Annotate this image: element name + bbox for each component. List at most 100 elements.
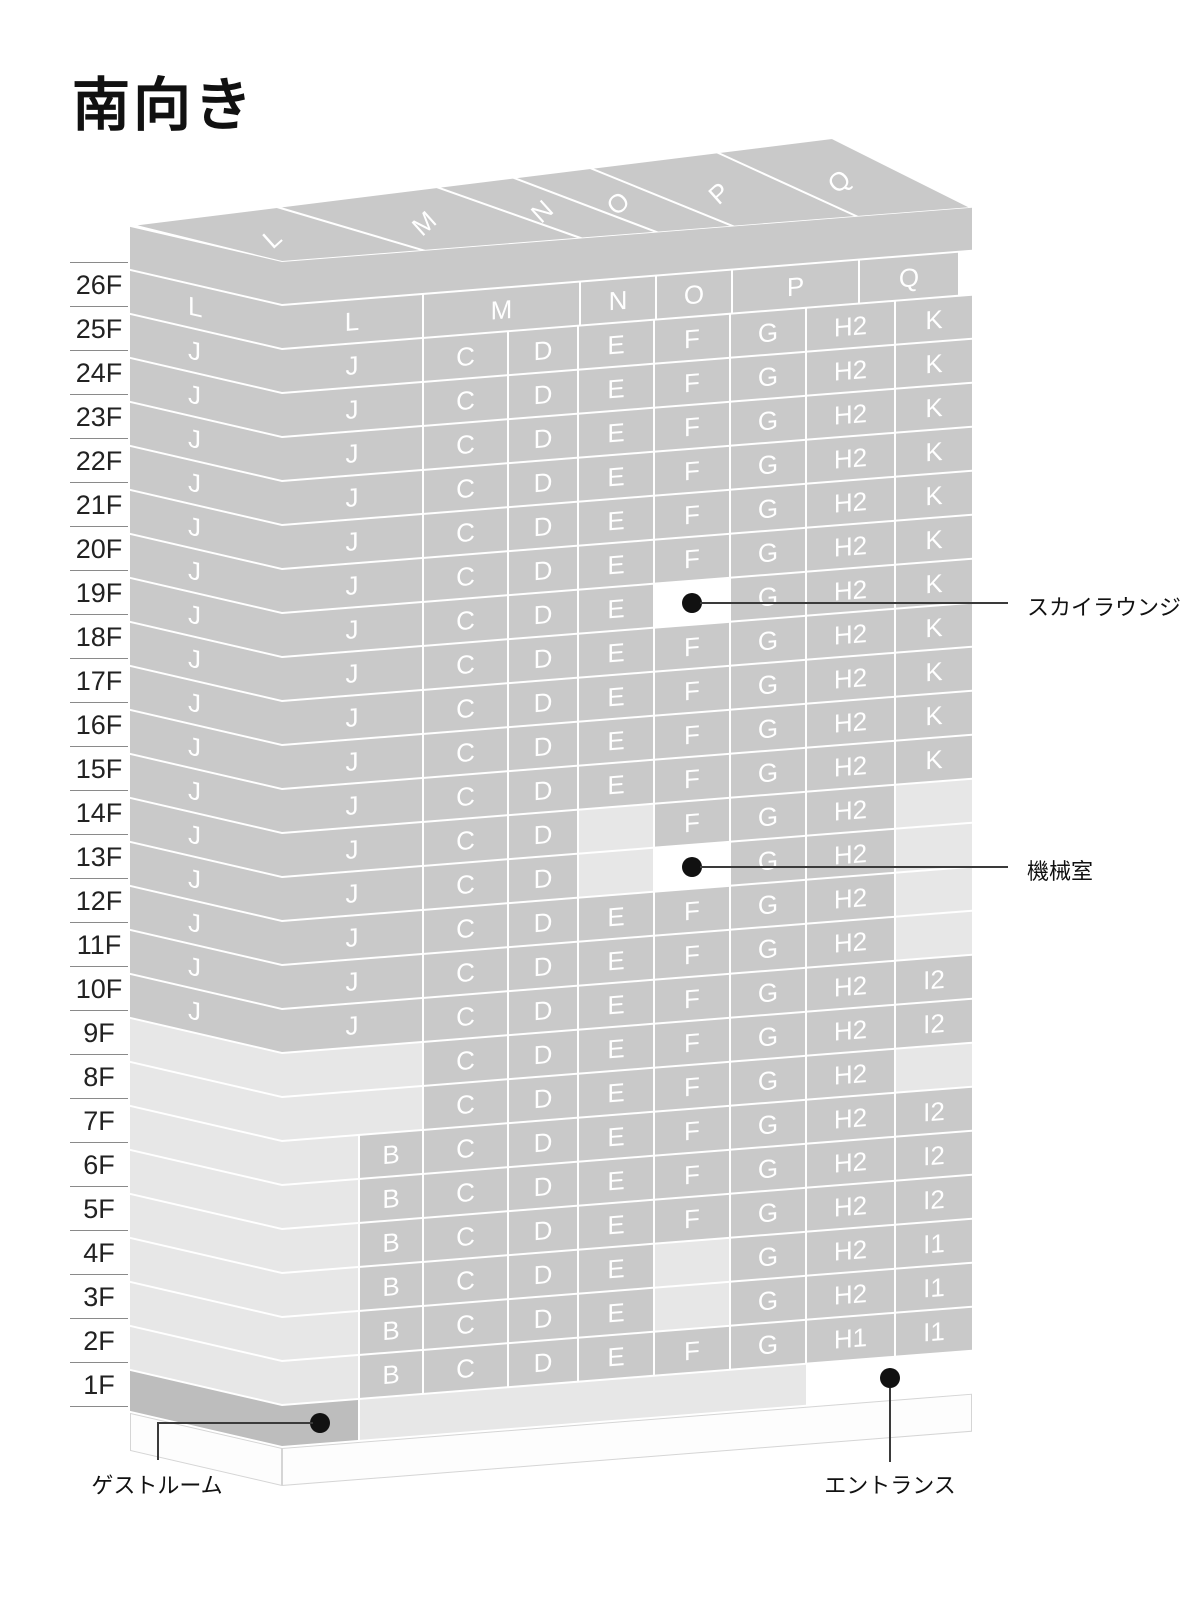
unit-cell-d: D (509, 590, 577, 639)
unit-cell-f: F (655, 402, 729, 451)
unit-cell-h1: H1 (807, 1313, 894, 1363)
unit-cell-g: G (731, 792, 805, 841)
unit-cell-c: C (424, 464, 507, 513)
unit-cell-p: P (733, 260, 858, 313)
unit-cell-g: G (731, 440, 805, 489)
unit-cell-i1: I1 (896, 1219, 972, 1268)
unit-cell-d: D (509, 1162, 577, 1211)
ruler-line (70, 438, 128, 439)
blank-cell (579, 848, 653, 897)
ruler-line (70, 350, 128, 351)
blank-cell (282, 1268, 358, 1316)
unit-cell-c: C (424, 860, 507, 909)
unit-cell-k: K (896, 735, 972, 784)
unit-cell-h2: H2 (807, 433, 894, 483)
unit-cell-f: F (655, 710, 729, 759)
unit-cell-c: C (424, 640, 507, 689)
unit-cell-g: G (731, 1100, 805, 1149)
unit-cell-g: G (731, 1188, 805, 1237)
unit-cell-g: G (731, 1276, 805, 1325)
roof-label-n: N (525, 194, 559, 229)
unit-cell-i2: I2 (896, 955, 972, 1004)
unit-cell-k: K (896, 559, 972, 608)
unit-cell-e: E (579, 1200, 653, 1249)
blank-cell (282, 1224, 358, 1272)
guest-room-dot (310, 1413, 330, 1433)
unit-cell-h2: H2 (807, 785, 894, 835)
unit-cell-e: E (579, 1068, 653, 1117)
floor-label-12f: 12F (75, 886, 123, 916)
unit-cell-e: E (579, 628, 653, 677)
unit-cell-h2: H2 (807, 1005, 894, 1055)
unit-cell-g: G (731, 924, 805, 973)
ruler-line (70, 570, 128, 571)
ruler-line (70, 878, 128, 879)
unit-cell-b: B (360, 1130, 422, 1178)
unit-cell-h2: H2 (807, 1269, 894, 1319)
unit-cell-h2: H2 (807, 1137, 894, 1187)
unit-cell-k: K (896, 647, 972, 696)
unit-cell-g: G (731, 616, 805, 665)
unit-cell-i2: I2 (896, 1131, 972, 1180)
roof-label-l: L (257, 222, 288, 254)
unit-cell-f: F (655, 1150, 729, 1199)
unit-cell-k: K (896, 603, 972, 652)
unit-cell-g: G (731, 1320, 805, 1369)
unit-cell-f: F (655, 446, 729, 495)
floor-label-15f: 15F (75, 754, 123, 784)
blank-cell (282, 1136, 358, 1184)
ruler-line (70, 394, 128, 395)
unit-cell-d: D (509, 854, 577, 903)
blank-cell (282, 1312, 358, 1360)
unit-cell-g: G (731, 1056, 805, 1105)
unit-cell-f: F (655, 1194, 729, 1243)
unit-cell-d: D (509, 370, 577, 419)
unit-cell-f: F (655, 930, 729, 979)
unit-cell-g: G (731, 572, 805, 621)
unit-cell-d: D (509, 678, 577, 727)
ruler-line (70, 1098, 128, 1099)
unit-cell-f: F (655, 490, 729, 539)
unit-cell-g: G (731, 484, 805, 533)
machine-room-label: 機械室 (1027, 859, 1094, 884)
unit-cell-e: E (579, 1244, 653, 1293)
unit-cell-e: E (579, 760, 653, 809)
unit-cell-f: F (655, 1018, 729, 1067)
ruler-line (70, 834, 128, 835)
ruler-line (70, 614, 128, 615)
machine-room-line (700, 866, 1008, 868)
floor-label-9f: 9F (83, 1018, 115, 1048)
unit-cell-c: C (424, 1212, 507, 1261)
unit-cell-h2: H2 (807, 741, 894, 791)
ruler-line (70, 1010, 128, 1011)
floor-label-2f: 2F (83, 1326, 115, 1356)
unit-cell-d: D (509, 1074, 577, 1123)
unit-cell-c: C (424, 816, 507, 865)
unit-cell-d: D (509, 458, 577, 507)
unit-cell-d: D (509, 1030, 577, 1079)
floor-label-3f: 3F (83, 1282, 115, 1312)
floor-label-25f: 25F (75, 314, 123, 344)
floor-label-22f: 22F (75, 446, 123, 476)
ruler-line (70, 966, 128, 967)
ruler-line (70, 1406, 128, 1407)
unit-cell-c: C (424, 728, 507, 777)
unit-cell-d: D (509, 1338, 577, 1387)
floor-label-20f: 20F (75, 534, 123, 564)
unit-cell-f: F (655, 1326, 729, 1375)
unit-cell-h2: H2 (807, 345, 894, 395)
ruler-line (70, 262, 128, 263)
unit-cell-e: E (579, 980, 653, 1029)
unit-cell-e: E (579, 496, 653, 545)
unit-cell-e: E (579, 672, 653, 721)
unit-cell-e: E (579, 540, 653, 589)
blank-cell (282, 1180, 358, 1228)
unit-cell-h2: H2 (807, 1225, 894, 1275)
floor-label-21f: 21F (75, 490, 123, 520)
unit-cell-c: C (424, 1344, 507, 1393)
unit-cell-h2: H2 (807, 1093, 894, 1143)
unit-cell-i2: I2 (896, 1087, 972, 1136)
unit-cell-f: F (655, 314, 729, 363)
unit-cell-g: G (731, 528, 805, 577)
unit-cell-c: C (424, 1036, 507, 1085)
